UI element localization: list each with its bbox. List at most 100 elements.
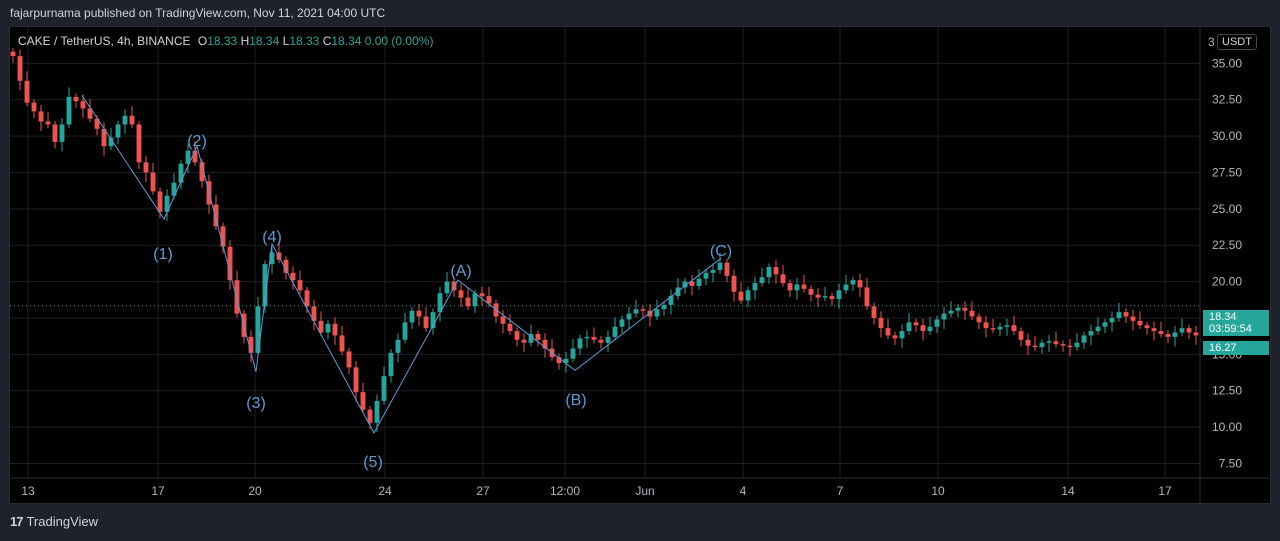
candle-body — [885, 328, 891, 336]
candle-body — [192, 150, 198, 163]
last-price-value: 18.34 — [1209, 311, 1237, 323]
candle-body — [10, 51, 16, 57]
candle-body — [150, 172, 156, 192]
candle-body — [444, 281, 450, 294]
candle-body — [598, 339, 604, 343]
candle-body — [1039, 342, 1045, 348]
candle-body — [948, 310, 954, 314]
candle-body — [710, 269, 716, 273]
y-tick-label: 27.50 — [1212, 165, 1242, 179]
candle-body — [1032, 345, 1038, 348]
candle-body — [1193, 332, 1199, 336]
x-tick-label: 17 — [151, 484, 165, 498]
candle-body — [1151, 328, 1157, 332]
candle-body — [591, 336, 597, 340]
publisher-credit: fajarpurnama published on TradingView.co… — [10, 6, 386, 20]
candle-body — [199, 162, 205, 182]
candle-body — [1095, 326, 1101, 332]
candle-body — [640, 309, 646, 311]
candle-body — [1081, 335, 1087, 343]
wave-label: (3) — [246, 395, 266, 412]
candle-body — [59, 124, 65, 142]
candle-body — [1165, 333, 1171, 337]
candle-body — [696, 278, 702, 286]
candle-body — [920, 325, 926, 332]
candle-body — [577, 338, 583, 349]
x-tick-label: 14 — [1061, 484, 1075, 498]
candle-body — [1011, 325, 1017, 332]
candle-body — [213, 204, 219, 227]
candle-body — [269, 252, 275, 265]
candle-body — [472, 293, 478, 307]
candle-body — [976, 316, 982, 323]
candle-body — [136, 124, 142, 163]
candle-body — [318, 320, 324, 333]
candle-body — [1116, 312, 1122, 318]
candle-body — [171, 182, 177, 196]
candle-body — [367, 409, 373, 423]
candle-body — [374, 400, 380, 423]
candle-body — [220, 226, 226, 247]
candle-body — [787, 283, 793, 291]
candle-body — [17, 56, 23, 81]
x-tick-label: Jun — [635, 484, 654, 498]
candle-body — [745, 290, 751, 301]
candle-body — [458, 290, 464, 298]
candle-body — [66, 96, 72, 125]
candle-body — [311, 306, 317, 321]
candle-body — [157, 191, 163, 212]
x-tick-label: 27 — [476, 484, 490, 498]
candle-body — [913, 322, 919, 326]
candle-body — [38, 111, 44, 122]
secondary-price-tag: 16.27 — [1203, 341, 1269, 355]
wave-label: (B) — [565, 392, 586, 409]
symbol-name[interactable]: CAKE / TetherUS, 4h, BINANCE — [18, 34, 191, 48]
candle-body — [227, 246, 233, 281]
candle-body — [87, 108, 93, 119]
candle-body — [969, 310, 975, 317]
candle-body — [143, 162, 149, 173]
candle-body — [437, 293, 443, 313]
candle-body — [829, 296, 835, 300]
candle-body — [647, 310, 653, 317]
y-tick-label: 10.00 — [1212, 420, 1242, 434]
candle-body — [990, 328, 996, 330]
symbol-legend: CAKE / TetherUS, 4h, BINANCE O18.33 H18.… — [18, 34, 433, 48]
candle-body — [843, 284, 849, 291]
change-value: 0.00 (0.00%) — [364, 34, 434, 48]
candle-body — [1060, 344, 1066, 346]
wave-label: (5) — [363, 454, 383, 471]
candle-body — [955, 307, 961, 311]
candle-body — [73, 96, 79, 102]
candle-body — [381, 376, 387, 401]
wave-label: (C) — [710, 243, 732, 260]
candle-body — [507, 323, 513, 332]
high-value: 18.34 — [249, 34, 280, 48]
candle-body — [339, 335, 345, 352]
candle-body — [430, 312, 436, 329]
candle-body — [612, 326, 618, 337]
candle-body — [108, 137, 114, 147]
candle-body — [423, 316, 429, 329]
candle-body — [633, 309, 639, 314]
candle-body — [500, 316, 506, 324]
candle-body — [45, 121, 51, 125]
chart-pane[interactable] — [9, 26, 1271, 504]
footer-brand[interactable]: 17 TradingView — [10, 514, 98, 529]
candle-body — [31, 102, 37, 112]
wave-label: (A) — [450, 263, 471, 280]
y-tick-label: 32.50 — [1212, 93, 1242, 107]
candle-body — [164, 195, 170, 212]
x-tick-label: 7 — [837, 484, 844, 498]
candle-body — [255, 306, 261, 353]
candle-body — [731, 275, 737, 292]
candle-body — [570, 348, 576, 359]
candle-body — [1018, 331, 1024, 340]
candle-body — [283, 259, 289, 273]
open-value: 18.33 — [207, 34, 238, 48]
candle-body — [346, 351, 352, 368]
candle-body — [766, 267, 772, 278]
candle-body — [773, 267, 779, 275]
currency-button[interactable]: USDT — [1217, 34, 1257, 50]
